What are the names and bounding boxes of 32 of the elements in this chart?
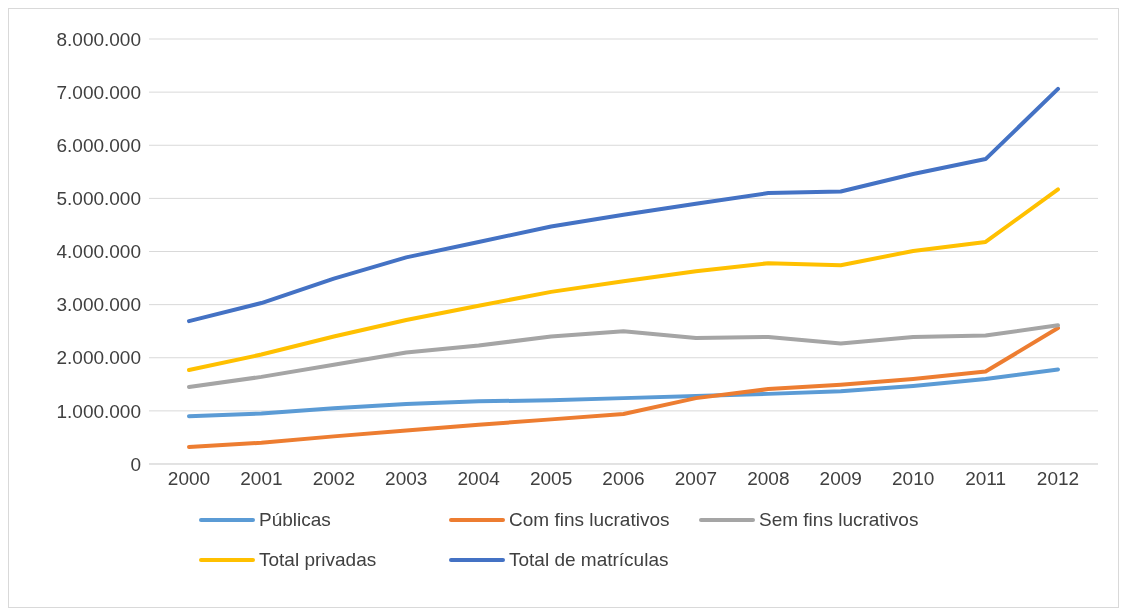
line-series — [187, 326, 1060, 449]
y-tick-label: 3.000.000 — [56, 294, 141, 316]
legend-label: Sem fins lucrativos — [759, 509, 919, 531]
x-tick-label: 2006 — [602, 468, 645, 490]
x-tick-label: 2000 — [167, 468, 211, 490]
y-tick-label: 2.000.000 — [56, 347, 141, 369]
legend-label: Total privadas — [259, 549, 377, 571]
line-series — [187, 86, 1060, 324]
x-tick-label: 2009 — [819, 468, 862, 490]
x-tick-label: 2002 — [312, 468, 355, 490]
line-series — [187, 367, 1060, 419]
x-tick-label: 2008 — [747, 468, 790, 490]
x-tick-label: 2007 — [674, 468, 718, 490]
x-tick-label: 2010 — [892, 468, 935, 490]
line-series — [187, 187, 1060, 372]
y-tick-label: 8.000.000 — [56, 28, 141, 50]
x-tick-label: 2011 — [965, 468, 1007, 490]
y-tick-label: 7.000.000 — [56, 81, 141, 103]
line-series — [187, 323, 1060, 389]
y-tick-label: 1.000.000 — [56, 400, 141, 422]
legend-label: Total de matrículas — [509, 549, 669, 571]
x-tick-label: 2005 — [529, 468, 573, 490]
x-tick-label: 2012 — [1036, 468, 1080, 490]
y-tick-label: 4.000.000 — [56, 241, 141, 263]
x-tick-label: 2004 — [457, 468, 501, 490]
y-tick-label: 0 — [130, 453, 141, 475]
x-tick-label: 2003 — [385, 468, 428, 490]
legend-label: Públicas — [259, 509, 331, 531]
legend-label: Com fins lucrativos — [509, 509, 670, 531]
y-tick-label: 5.000.000 — [56, 188, 141, 210]
y-tick-label: 6.000.000 — [56, 134, 141, 156]
x-tick-label: 2001 — [240, 468, 283, 490]
